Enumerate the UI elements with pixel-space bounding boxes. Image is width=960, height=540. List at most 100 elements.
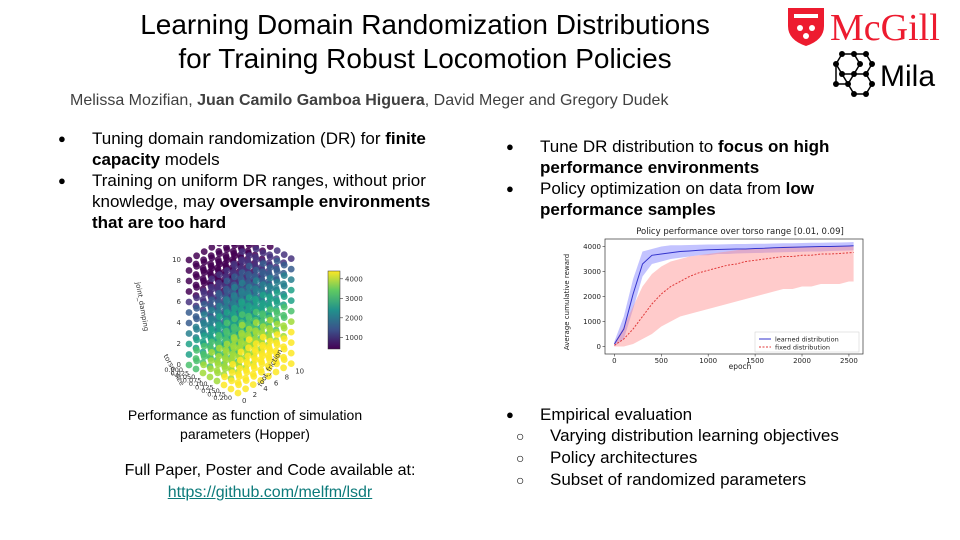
cube-point [259,249,267,257]
chart-xlabel: epoch [729,362,752,371]
mcgill-logo: McGill [786,4,958,49]
cube-point [223,277,231,285]
cube-point [193,325,200,333]
cube-point [185,340,193,348]
cube-point [208,338,216,346]
cube-point [251,364,258,372]
cube-point [245,262,253,270]
cube-y-tick: 0.000 [164,366,183,374]
cube-x-tick: 8 [285,374,289,382]
cube-point [200,332,208,339]
github-link[interactable]: https://github.com/melfm/lsdr [167,484,373,501]
cube-point [252,348,259,356]
cube-point [223,288,231,295]
cube-point [200,290,208,297]
cube-point [238,311,246,318]
cube-x-tick: 0 [242,397,246,405]
cube-point [273,268,281,275]
author-list: Melissa Mozifian, Juan Camilo Gamboa Hig… [70,92,668,110]
cube-point [259,352,266,360]
cube-point [265,372,272,380]
cube-point [185,361,193,369]
cube-x-tick: 2 [253,391,257,399]
eval-bullet: Empirical evaluation [500,404,920,425]
cube-point [245,325,253,333]
eval-sub-1: Varying distribution learning objectives [500,425,920,447]
cube-point [208,296,216,304]
cube-point [249,381,257,388]
left-bullet-1: Tuning domain randomization (DR) for fin… [52,128,442,170]
cube-point [266,295,274,303]
cube-point [193,346,200,354]
cube-point [245,273,253,280]
cube-point [280,314,288,321]
cube-point [236,365,244,372]
cube-point [223,246,231,253]
cube-point [273,341,281,349]
cube-y-tick: 0.175 [207,391,226,399]
cube-point [252,256,260,263]
cube-point [257,377,265,384]
cube-point [238,269,246,276]
cube-point [200,361,207,369]
cube-point [208,275,216,283]
cube-point [272,368,280,376]
cube-point [223,348,230,356]
cube-point [258,368,265,376]
cube-plot-svg: 02468100.0000.0250.0500.0750.1000.1250.1… [134,227,363,405]
cube-point [192,365,200,373]
cube-point [238,340,245,348]
cube-point [245,294,253,301]
cube-point [208,254,216,262]
cube-point [193,273,200,281]
eval-sub-2: Policy architectures [500,447,920,469]
cube-point [238,279,246,287]
legend-box [754,331,860,353]
cube-point [258,360,266,368]
cube-point [280,272,288,279]
cube-point [259,291,267,299]
colorbar-tick: 4000 [345,275,363,283]
cube-point [223,340,231,348]
cube-point [193,336,200,344]
cube-y-tick: 0.200 [213,394,232,402]
cube-point [193,294,200,302]
cube-point [273,289,281,296]
cube-point [259,260,267,267]
cube-z-tick: 4 [177,319,182,327]
cube-point [229,361,237,368]
cube-point [222,357,230,364]
cube-point [185,319,193,327]
cube-point [242,377,250,384]
cube-point [230,352,237,360]
cube-point [185,298,193,306]
series-line-0 [613,245,854,345]
cube-point [200,300,208,308]
colorbar-tick: 3000 [345,295,363,303]
x-tick-label: 2000 [793,357,811,365]
cube-point [266,274,274,282]
y-tick-label: 4000 [583,243,601,251]
x-tick-label: 1500 [746,357,764,365]
cube-point [231,294,238,302]
cube-point [280,364,287,372]
cube-point [238,332,246,339]
cube-point [252,329,260,337]
cube-point [235,373,243,380]
cube-point [193,262,200,270]
y-tick-label: 3000 [583,268,601,276]
title-line-1: Learning Domain Randomization Distributi… [140,9,710,40]
cube-point [259,302,267,309]
cube-point [207,365,214,373]
cube-point [216,260,223,268]
cube-point [266,253,274,261]
cube-point [185,256,193,264]
cube-point [244,360,251,368]
cube-y-tick: 0.125 [195,384,214,392]
cube-point [287,328,295,336]
cube-point [238,290,246,297]
cube-point [251,356,259,364]
cube-y-tick: 0.050 [177,373,196,381]
x-tick-label: 1000 [699,357,717,365]
cube-z-tick: 0 [177,361,181,369]
